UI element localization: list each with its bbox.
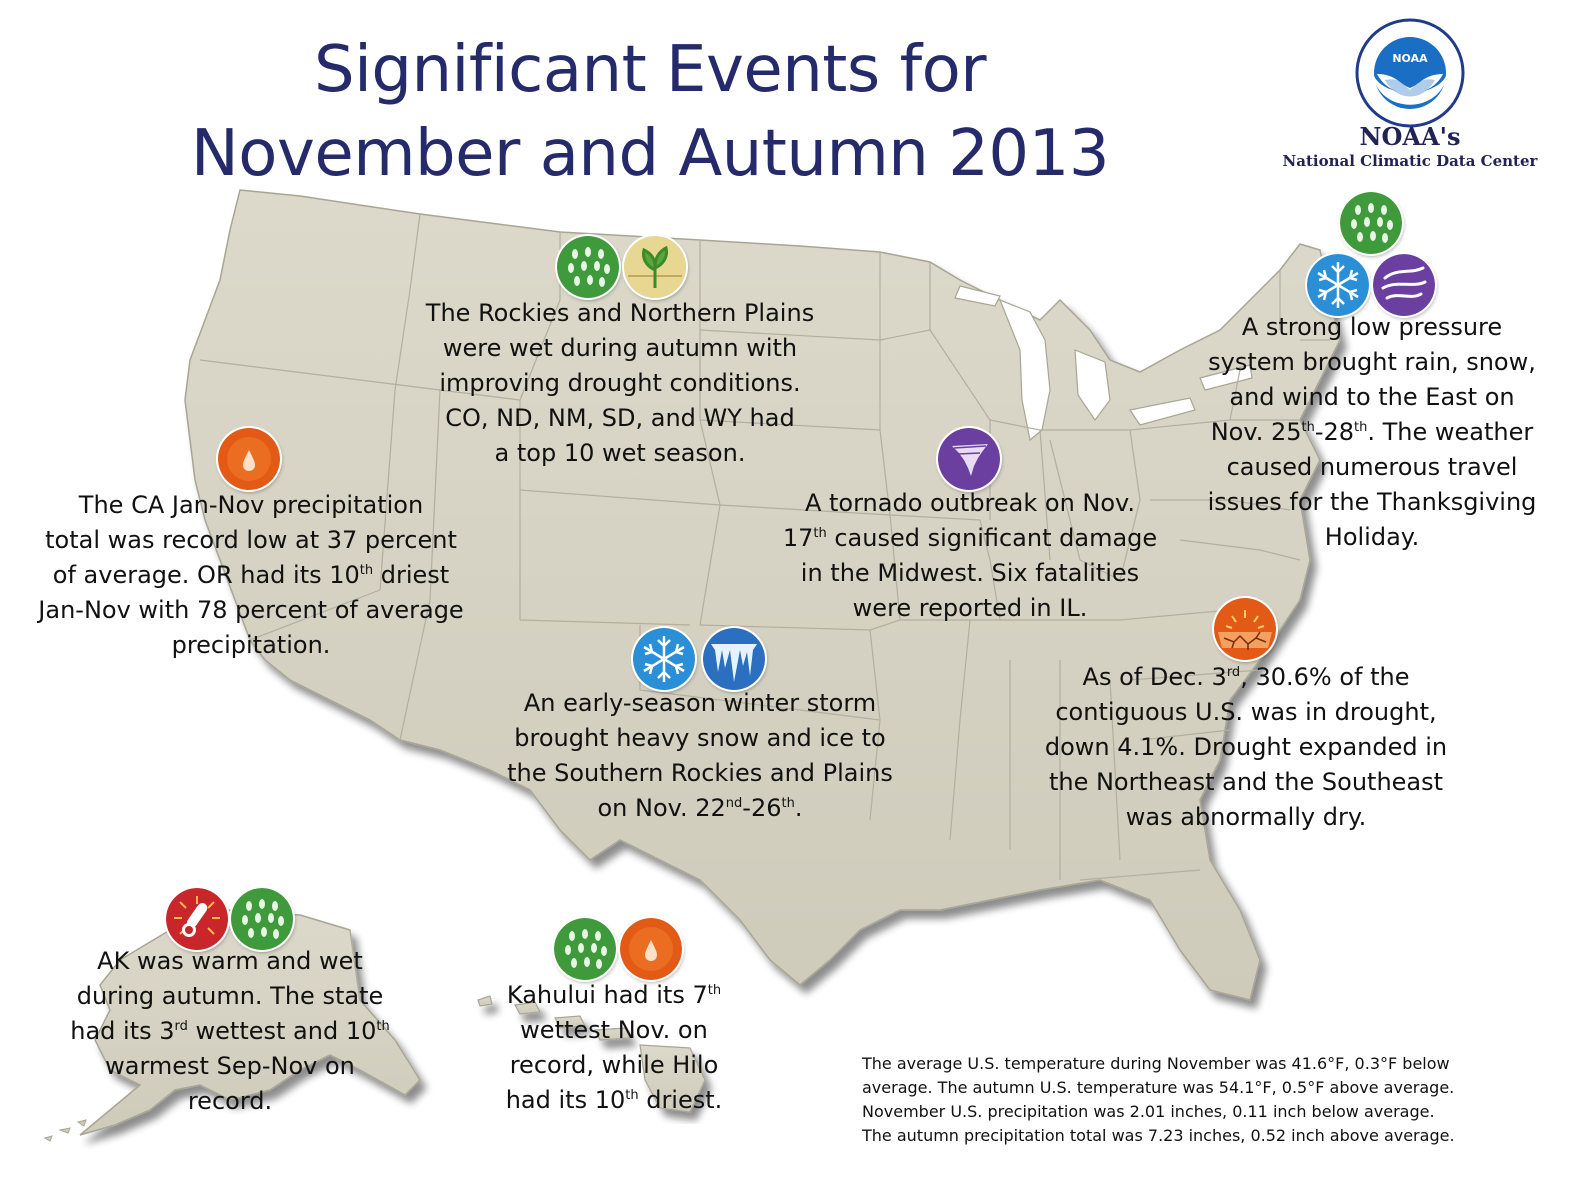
state-boundaries bbox=[199, 213, 1330, 881]
note-east: A strong low pressure system brought rai… bbox=[1207, 313, 1537, 551]
rain-drops-icon bbox=[1340, 192, 1402, 254]
contiguous-us-land bbox=[184, 189, 1341, 1001]
cracked-earth-icon bbox=[1214, 598, 1276, 660]
rain-drops-icon bbox=[557, 236, 619, 298]
snowflake-icon bbox=[1307, 254, 1369, 316]
org-center: National Climatic Data Center bbox=[1282, 152, 1538, 170]
hawaii-land bbox=[477, 995, 706, 1113]
alaska-islands bbox=[43, 1119, 87, 1142]
note-rockies: The Rockies and Northern Plains were wet… bbox=[425, 299, 815, 467]
icicle-icon bbox=[703, 628, 765, 690]
dry-drop-icon bbox=[218, 428, 280, 490]
thermometer-icon bbox=[166, 888, 228, 950]
title-line-1: Significant Events for bbox=[313, 33, 987, 107]
title-line-2: November and Autumn 2013 bbox=[190, 117, 1110, 191]
note-alaska: AK was warm and wet during autumn. The s… bbox=[70, 947, 390, 1115]
tornado-icon bbox=[938, 428, 1000, 490]
org-name: NOAA's bbox=[1359, 122, 1461, 151]
note-hawaii: Kahului had its 7th wettest Nov. on reco… bbox=[505, 981, 723, 1114]
note-winter-storm: An early-season winter storm brought hea… bbox=[507, 689, 893, 822]
noaa-logo-text: NOAA bbox=[1392, 52, 1428, 65]
snowflake-icon bbox=[633, 628, 695, 690]
wind-icon bbox=[1373, 254, 1435, 316]
noaa-logo: NOAA bbox=[1355, 18, 1465, 128]
note-tornado: A tornado outbreak on Nov. 17th caused s… bbox=[782, 489, 1158, 622]
note-drought: As of Dec. 3rd, 30.6% of the contiguous … bbox=[1044, 663, 1448, 831]
national-summary: The average U.S. temperature during Nove… bbox=[862, 1054, 1455, 1145]
alaska-boundary bbox=[349, 929, 361, 1001]
rain-drops-icon bbox=[554, 918, 616, 980]
drought-improvement-icon bbox=[624, 236, 686, 298]
note-california: The CA Jan-Nov precipitation total was r… bbox=[38, 491, 464, 659]
rain-drops-icon bbox=[231, 888, 293, 950]
dry-drop-icon bbox=[620, 918, 682, 980]
